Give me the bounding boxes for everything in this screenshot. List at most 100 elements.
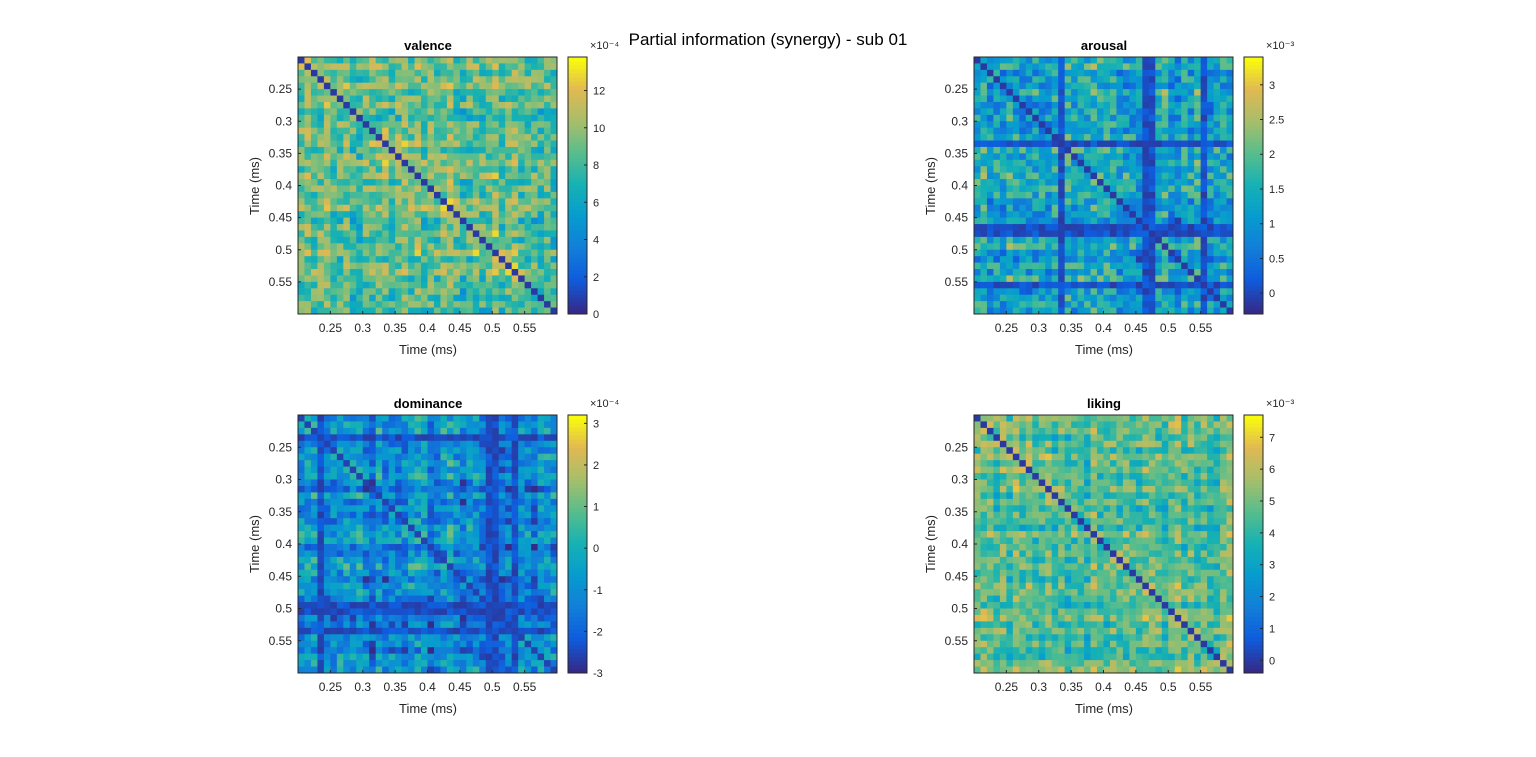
heatmap-cell <box>440 204 448 212</box>
heatmap-cell <box>382 473 390 480</box>
heatmap-cell <box>1045 275 1053 283</box>
heatmap-cell <box>511 146 519 154</box>
colorbar-swatch <box>568 157 587 162</box>
heatmap-cell <box>414 518 422 526</box>
heatmap-cell <box>1064 256 1072 263</box>
heatmap-cell <box>343 69 351 77</box>
heatmap-cell <box>459 269 467 276</box>
heatmap-cell <box>1129 262 1137 270</box>
heatmap-cell <box>408 269 415 276</box>
heatmap-cell <box>427 76 435 84</box>
heatmap-cell <box>498 440 506 448</box>
heatmap-cell <box>537 640 545 648</box>
heatmap-cell <box>356 582 364 590</box>
colorbar-swatch <box>568 129 587 134</box>
heatmap-cell <box>1090 76 1098 84</box>
heatmap-cell <box>414 614 422 622</box>
heatmap-cell <box>472 114 480 122</box>
heatmap-cell <box>459 294 467 302</box>
heatmap-cell <box>1181 82 1189 90</box>
heatmap-cell <box>1025 224 1033 231</box>
heatmap-cell <box>505 191 513 199</box>
heatmap-cell <box>356 301 364 308</box>
heatmap-cell <box>317 576 325 584</box>
heatmap-cell <box>427 256 435 263</box>
heatmap-cell <box>1103 140 1111 148</box>
heatmap-cell <box>446 249 454 257</box>
heatmap-cell <box>446 159 454 167</box>
heatmap-cell <box>1194 95 1202 103</box>
heatmap-cell <box>310 172 318 180</box>
heatmap-cell <box>459 256 467 263</box>
heatmap-cell <box>537 660 545 667</box>
heatmap-cell <box>317 127 325 135</box>
heatmap-cell <box>1122 294 1130 302</box>
heatmap-cell <box>544 153 551 161</box>
heatmap-cell <box>531 108 538 116</box>
heatmap-cell <box>421 511 428 519</box>
heatmap-cell <box>1006 243 1014 251</box>
heatmap-cell <box>479 89 487 96</box>
heatmap-cell <box>369 243 377 251</box>
heatmap-cell <box>1109 301 1117 308</box>
heatmap-cell <box>408 466 415 474</box>
heatmap-cell <box>1032 307 1040 315</box>
heatmap-cell <box>1187 166 1195 174</box>
heatmap-cell <box>317 634 325 642</box>
heatmap-cell <box>485 460 493 467</box>
heatmap-cell <box>310 427 318 435</box>
heatmap-cell <box>453 460 461 467</box>
heatmap-cell <box>1058 307 1066 315</box>
heatmap-cell <box>511 288 519 296</box>
heatmap-cell <box>375 243 383 251</box>
heatmap-cell <box>440 415 448 422</box>
heatmap-cell <box>1038 211 1046 219</box>
heatmap-cell <box>1194 140 1202 148</box>
heatmap-cell <box>1019 236 1027 244</box>
heatmap-cell <box>1116 243 1124 251</box>
heatmap-cell <box>537 602 545 609</box>
heatmap-cell <box>1174 146 1182 154</box>
heatmap-cell <box>323 544 331 551</box>
heatmap-cell <box>524 569 532 577</box>
heatmap-cell <box>492 466 500 474</box>
heatmap-cell <box>986 121 994 129</box>
heatmap-cell <box>433 647 441 655</box>
heatmap-cell <box>421 634 428 642</box>
heatmap-cell <box>382 57 390 64</box>
heatmap-cell <box>980 114 988 122</box>
heatmap-cell <box>427 473 435 480</box>
heatmap-cell <box>1168 262 1176 270</box>
heatmap-cell <box>446 134 454 141</box>
heatmap-cell <box>453 421 461 429</box>
heatmap-cell <box>317 217 325 225</box>
heatmap-cell <box>446 473 454 480</box>
heatmap-cell <box>505 204 513 212</box>
heatmap-cell <box>421 95 428 103</box>
heatmap-cell <box>1129 89 1137 96</box>
heatmap-cell <box>1038 191 1046 199</box>
heatmap-cell <box>1064 127 1072 135</box>
heatmap-cell <box>330 230 338 238</box>
heatmap-cell <box>1174 211 1182 219</box>
heatmap-cell <box>408 531 415 538</box>
heatmap-cell <box>498 76 506 84</box>
heatmap-cell <box>1213 140 1221 148</box>
heatmap-cell <box>330 159 338 167</box>
heatmap-cell <box>974 69 981 77</box>
heatmap-cell <box>343 608 351 616</box>
heatmap-cell <box>388 269 396 276</box>
heatmap-cell <box>544 498 551 506</box>
heatmap-cell <box>401 82 409 90</box>
heatmap-cell <box>440 224 448 231</box>
heatmap-cell <box>446 179 454 186</box>
heatmap-cell <box>1019 95 1027 103</box>
heatmap-cell <box>1207 243 1214 251</box>
heatmap-cell <box>323 146 331 154</box>
heatmap-cell <box>323 262 331 270</box>
heatmap-cell <box>323 415 331 422</box>
heatmap-cell <box>362 166 370 174</box>
heatmap-cell <box>1097 121 1104 129</box>
heatmap-cell <box>531 537 538 545</box>
heatmap-cell <box>531 211 538 219</box>
